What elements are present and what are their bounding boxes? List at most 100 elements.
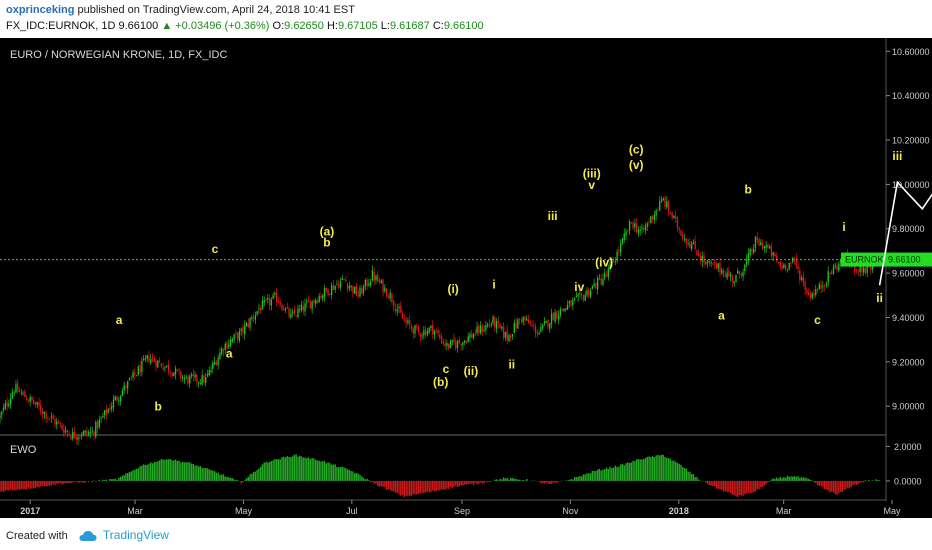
candle bbox=[428, 326, 430, 335]
candle bbox=[394, 303, 397, 315]
candle bbox=[244, 320, 246, 341]
candle bbox=[432, 320, 434, 339]
candle bbox=[318, 293, 320, 304]
candle bbox=[726, 267, 728, 281]
candle bbox=[327, 288, 329, 297]
candle bbox=[29, 394, 31, 407]
wave-label: (iii) bbox=[583, 167, 601, 181]
candle bbox=[95, 420, 97, 439]
candle bbox=[579, 288, 581, 298]
candle bbox=[213, 356, 216, 366]
candle bbox=[339, 277, 342, 291]
created-with-text: Created with bbox=[6, 530, 68, 542]
candle bbox=[529, 320, 531, 327]
candle bbox=[682, 230, 684, 241]
candle bbox=[231, 337, 233, 344]
candle bbox=[254, 311, 257, 325]
candle bbox=[13, 390, 15, 397]
candle bbox=[620, 239, 622, 257]
candle bbox=[345, 276, 347, 282]
candle bbox=[362, 284, 365, 297]
candle bbox=[190, 372, 193, 379]
candle bbox=[128, 377, 131, 382]
candle bbox=[316, 298, 319, 305]
candle bbox=[221, 346, 223, 357]
candle bbox=[412, 326, 414, 340]
candle bbox=[435, 327, 437, 334]
candle bbox=[304, 298, 306, 317]
candle bbox=[80, 432, 83, 440]
candle bbox=[325, 287, 327, 294]
time-tick-label: May bbox=[235, 506, 253, 516]
wave-label: v bbox=[588, 178, 595, 192]
candle bbox=[630, 221, 633, 225]
candle bbox=[36, 401, 38, 409]
candle bbox=[659, 196, 661, 211]
candle bbox=[15, 380, 17, 394]
candle bbox=[114, 395, 116, 401]
candle bbox=[329, 293, 331, 296]
candle bbox=[724, 270, 726, 278]
candle bbox=[667, 199, 670, 216]
wave-label: iv bbox=[574, 280, 584, 294]
candle bbox=[424, 325, 427, 339]
high-value: 9.67105 bbox=[337, 20, 378, 32]
candle bbox=[698, 249, 700, 257]
brand-link[interactable]: TradingView bbox=[102, 528, 169, 542]
candle bbox=[315, 297, 317, 308]
candle bbox=[699, 252, 702, 266]
candle bbox=[297, 304, 299, 320]
candle bbox=[664, 196, 666, 210]
candle bbox=[513, 319, 515, 334]
candle bbox=[481, 324, 484, 337]
last-price-value: 9.66100 bbox=[888, 255, 921, 265]
candle bbox=[648, 217, 650, 228]
candle bbox=[98, 415, 100, 430]
wave-label: c bbox=[814, 313, 821, 327]
candle bbox=[6, 397, 8, 411]
candle bbox=[338, 279, 340, 290]
candle bbox=[256, 310, 258, 317]
candle bbox=[651, 215, 654, 223]
candle bbox=[103, 409, 106, 419]
candle bbox=[800, 274, 803, 282]
wave-label: b bbox=[744, 182, 751, 196]
candle bbox=[391, 292, 393, 305]
candle bbox=[689, 237, 691, 249]
candle bbox=[284, 307, 287, 314]
candle bbox=[719, 257, 721, 278]
candle bbox=[228, 339, 230, 350]
candle bbox=[478, 323, 480, 337]
candle bbox=[862, 265, 865, 276]
candle bbox=[520, 317, 523, 324]
candle bbox=[829, 272, 831, 279]
candle bbox=[710, 258, 712, 268]
candle bbox=[242, 323, 244, 338]
cloud-logo-icon bbox=[79, 531, 97, 542]
candle bbox=[749, 247, 751, 258]
candle bbox=[17, 378, 19, 394]
candle bbox=[146, 354, 148, 363]
author-link[interactable]: oxprinceking bbox=[6, 4, 75, 16]
price-chart[interactable]: EURO / NORWEGIAN KRONE, 1D, FX_IDC EWO 1… bbox=[0, 38, 932, 518]
candle bbox=[823, 284, 826, 292]
candle bbox=[540, 322, 542, 334]
candle bbox=[639, 225, 641, 236]
candle bbox=[753, 244, 755, 255]
candle bbox=[650, 216, 652, 224]
open-value: 9.62650 bbox=[284, 20, 324, 32]
candle bbox=[68, 430, 70, 438]
wave-label: iii bbox=[892, 149, 902, 163]
candle bbox=[758, 237, 760, 247]
candle bbox=[162, 362, 164, 371]
candle bbox=[169, 370, 171, 378]
candle bbox=[275, 287, 278, 307]
candle bbox=[678, 226, 680, 234]
candle bbox=[111, 401, 113, 413]
candle bbox=[497, 316, 499, 328]
candle bbox=[52, 413, 54, 420]
candle bbox=[641, 223, 643, 234]
candle bbox=[671, 211, 673, 221]
time-tick-label: Mar bbox=[127, 506, 143, 516]
candle bbox=[797, 260, 799, 274]
